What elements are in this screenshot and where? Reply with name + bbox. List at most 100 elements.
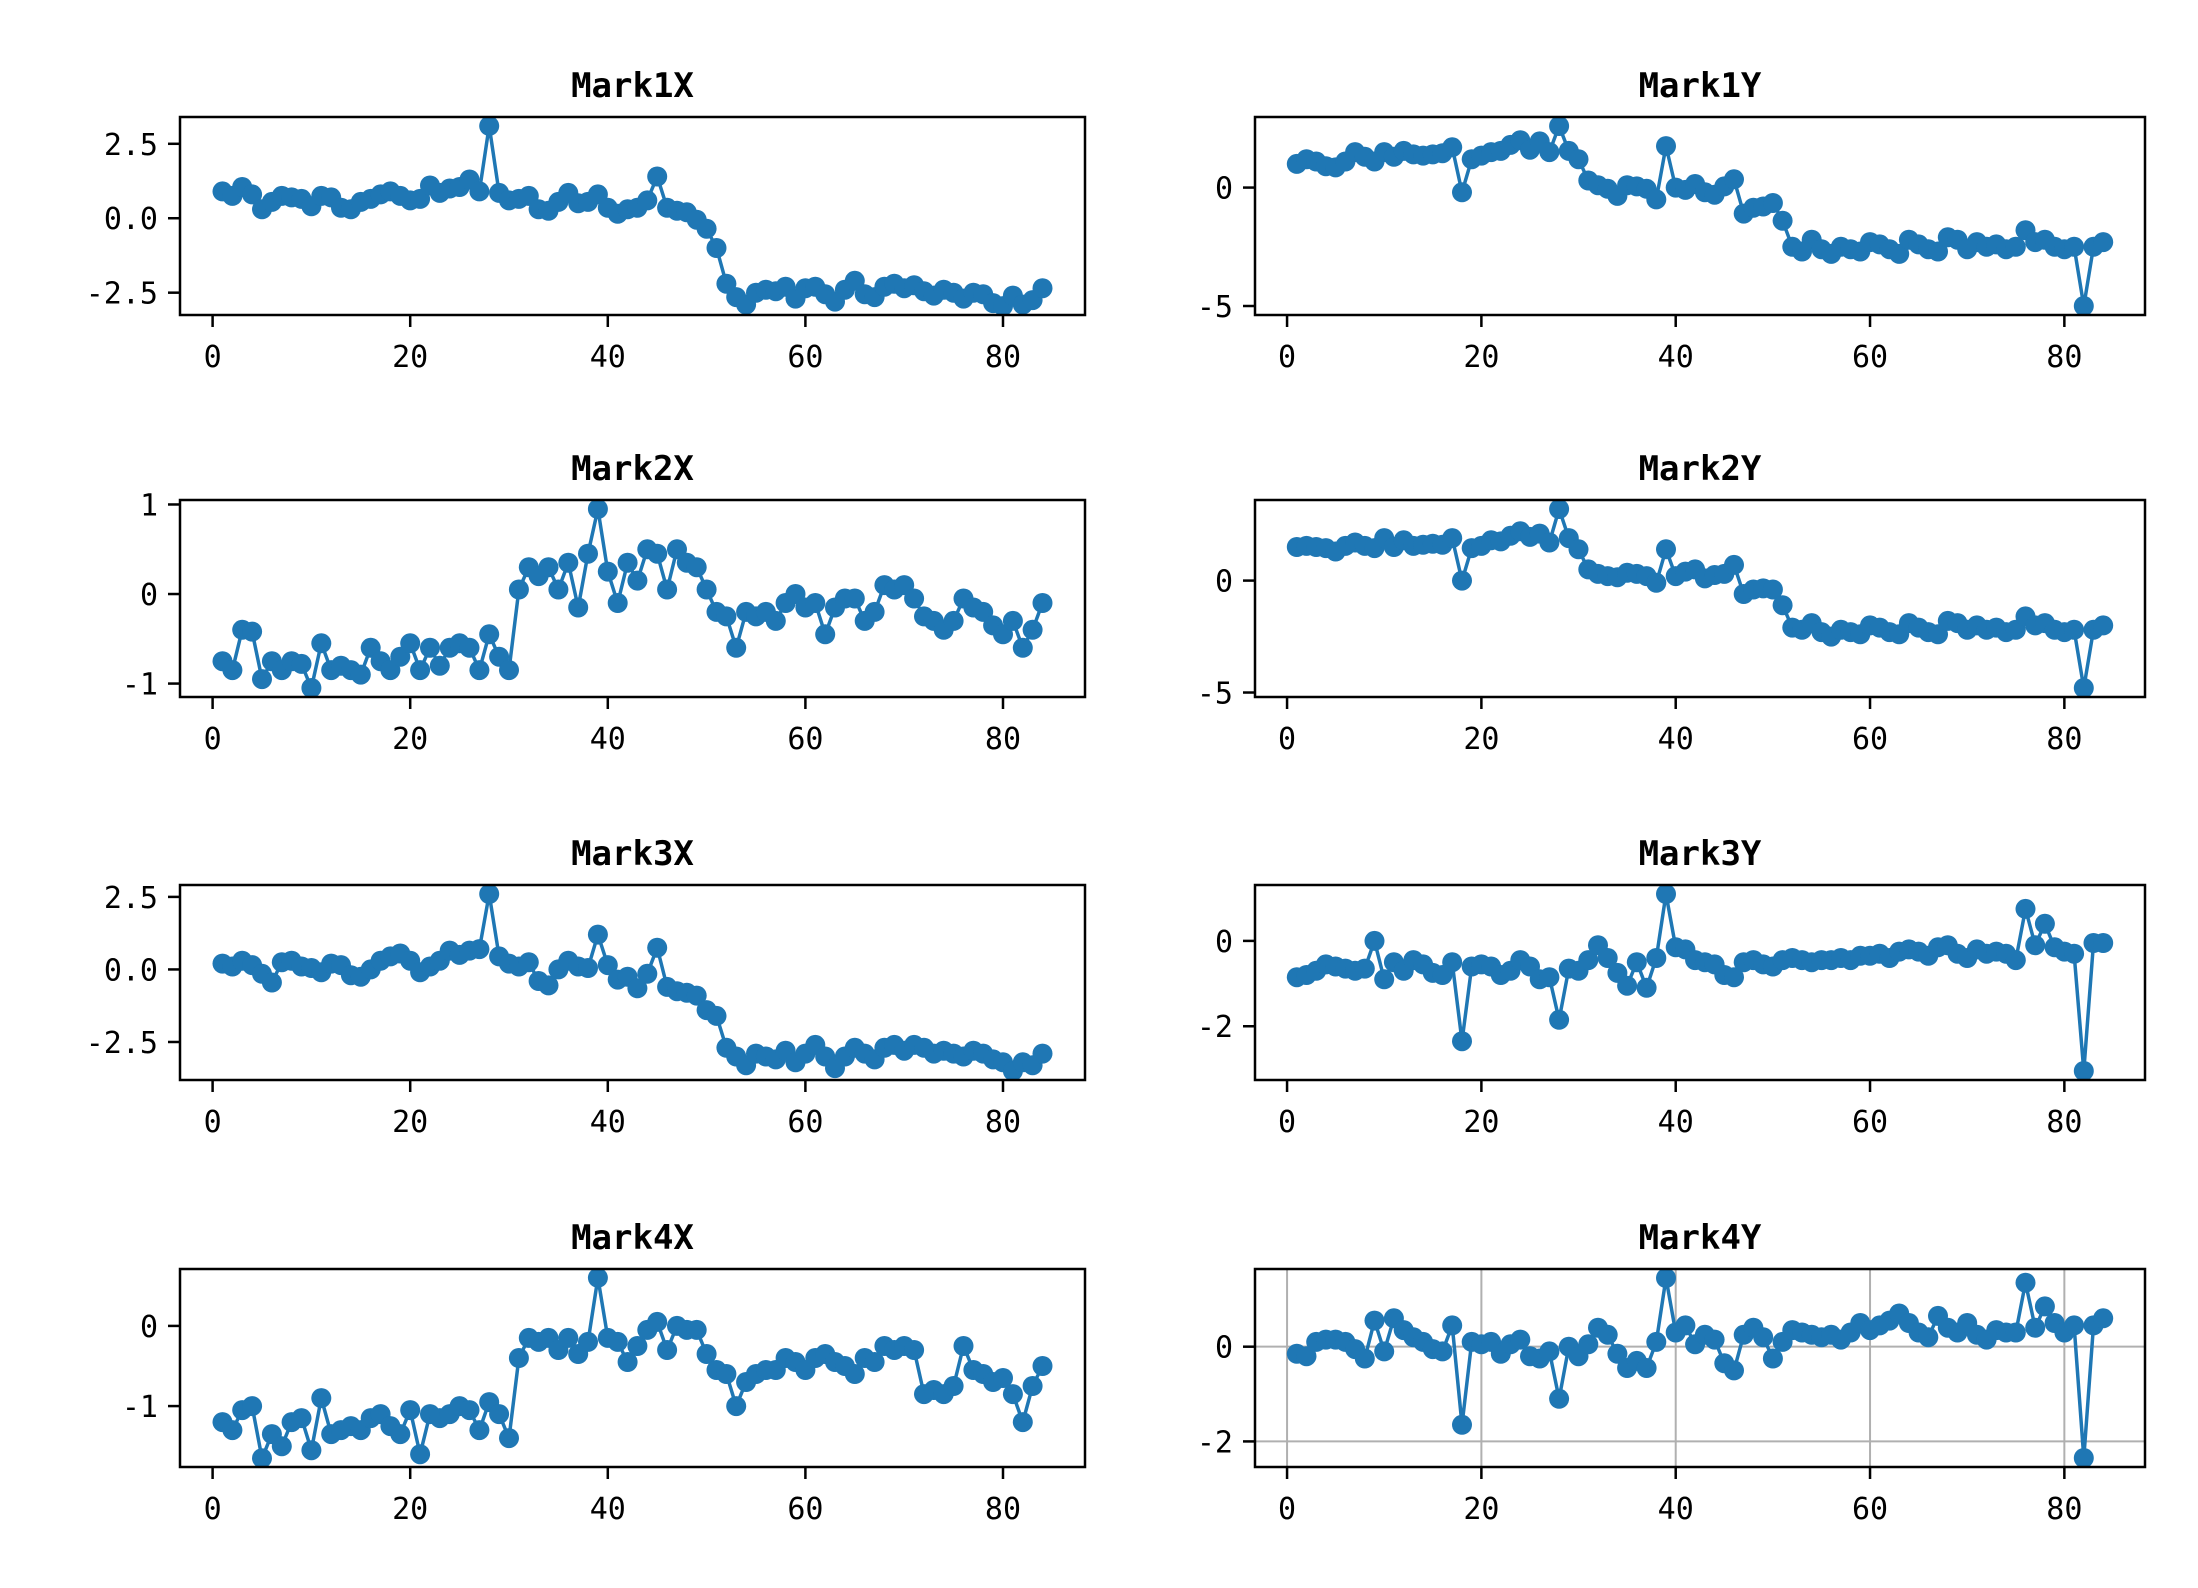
y-axis-ticks: 2.5 0.0 -2.5 bbox=[86, 128, 180, 312]
chart-title-mark4x: Mark4X bbox=[571, 1218, 694, 1258]
data-point bbox=[261, 972, 282, 993]
x-tick-label: 80 bbox=[2046, 1492, 2082, 1527]
data-point bbox=[429, 655, 450, 676]
data-point bbox=[597, 955, 618, 976]
x-tick-label: 60 bbox=[787, 340, 823, 375]
data-point bbox=[1510, 1329, 1531, 1350]
data-point bbox=[469, 939, 490, 960]
data-point bbox=[1578, 950, 1599, 971]
axes-frame bbox=[178, 883, 1087, 1082]
x-tick-label: 80 bbox=[985, 340, 1021, 375]
chart-mark2x: Mark2X 0 20 40 60 80 1 0 -1 bbox=[122, 449, 1087, 757]
y-axis-ticks: 0 -1 bbox=[122, 1310, 180, 1425]
data-point bbox=[420, 637, 440, 658]
data-point bbox=[993, 1368, 1013, 1388]
data-point bbox=[943, 610, 964, 631]
data-point bbox=[578, 958, 598, 978]
y-axis-ticks: 0 -5 bbox=[1197, 172, 1255, 325]
data-point bbox=[1012, 637, 1033, 658]
data-point bbox=[1032, 1043, 1053, 1064]
data-point bbox=[696, 1344, 717, 1364]
data-point bbox=[568, 597, 589, 618]
axes-frame bbox=[1253, 1267, 2147, 1469]
data-point bbox=[1374, 1341, 1395, 1362]
data-point bbox=[716, 1364, 737, 1384]
data-series bbox=[1286, 500, 2114, 697]
data-series bbox=[212, 500, 1053, 697]
chart-mark4y: Mark4Y 0 20 40 60 80 0 -2 bbox=[1197, 1218, 2147, 1527]
data-point bbox=[2015, 1272, 2036, 1293]
data-point bbox=[1724, 169, 1744, 190]
data-point bbox=[1656, 1269, 1676, 1288]
chart-title-mark3y: Mark3Y bbox=[1639, 834, 1762, 874]
data-point bbox=[410, 660, 431, 681]
data-point bbox=[657, 579, 678, 600]
x-tick-label: 60 bbox=[1852, 722, 1888, 757]
data-point bbox=[1022, 619, 1043, 640]
data-point bbox=[291, 653, 312, 674]
x-tick-label: 40 bbox=[1658, 1105, 1694, 1140]
data-point bbox=[1568, 149, 1589, 170]
x-tick-label: 80 bbox=[985, 722, 1021, 757]
data-point bbox=[1549, 1009, 1570, 1030]
chart-mark2y: Mark2Y 0 20 40 60 80 0 -5 bbox=[1197, 449, 2147, 757]
data-point bbox=[1032, 278, 1053, 299]
data-point bbox=[1646, 189, 1667, 210]
data-series bbox=[212, 117, 1053, 315]
data-series bbox=[1286, 117, 2114, 315]
chart-title-mark1x: Mark1X bbox=[571, 66, 694, 106]
y-tick-label: 2.5 bbox=[104, 128, 158, 163]
data-point bbox=[597, 561, 618, 582]
y-axis-ticks: 0 -2 bbox=[1197, 1331, 1255, 1460]
data-point bbox=[479, 624, 500, 645]
data-point bbox=[1724, 554, 1744, 575]
data-point bbox=[1772, 595, 1793, 616]
data-point bbox=[1772, 210, 1793, 231]
data-point bbox=[1568, 539, 1589, 560]
x-tick-label: 60 bbox=[1852, 1492, 1888, 1527]
data-point bbox=[459, 1400, 480, 1421]
data-point bbox=[696, 218, 717, 239]
x-tick-label: 40 bbox=[590, 722, 626, 757]
data-point bbox=[637, 963, 658, 984]
y-tick-label: -2 bbox=[1197, 1425, 1233, 1460]
x-tick-label: 0 bbox=[204, 722, 222, 757]
data-point bbox=[1724, 967, 1744, 988]
data-point bbox=[1432, 1341, 1453, 1362]
data-point bbox=[222, 1420, 243, 1441]
data-point bbox=[578, 543, 598, 564]
data-point bbox=[2073, 296, 2094, 315]
data-point bbox=[627, 570, 648, 591]
data-point bbox=[1012, 1412, 1033, 1433]
data-point bbox=[657, 1340, 678, 1360]
data-point bbox=[706, 1005, 727, 1026]
data-point bbox=[1549, 117, 1570, 136]
data-point bbox=[2064, 619, 2085, 640]
data-point bbox=[1724, 1360, 1744, 1381]
data-point bbox=[390, 1424, 411, 1445]
data-point bbox=[1032, 593, 1053, 613]
data-point bbox=[400, 1400, 421, 1421]
data-point bbox=[904, 1340, 925, 1360]
data-point bbox=[1646, 948, 1667, 968]
data-point bbox=[1636, 977, 1657, 998]
data-point bbox=[1918, 1327, 1939, 1348]
x-axis-ticks: 0 20 40 60 80 bbox=[204, 315, 1021, 375]
data-point bbox=[1539, 967, 1560, 988]
data-point bbox=[479, 117, 500, 136]
x-axis-ticks: 0 20 40 60 80 bbox=[1278, 697, 2082, 757]
x-tick-label: 40 bbox=[590, 1105, 626, 1140]
series-line bbox=[1296, 893, 2104, 1072]
y-tick-label: 0 bbox=[1215, 1331, 1233, 1366]
x-tick-label: 40 bbox=[590, 1492, 626, 1527]
y-tick-label: 0.0 bbox=[104, 953, 158, 988]
axes-frame bbox=[1253, 498, 2147, 699]
chart-title-mark3x: Mark3X bbox=[571, 834, 694, 874]
data-point bbox=[1928, 241, 1948, 262]
data-point bbox=[1374, 969, 1395, 990]
data-point bbox=[815, 624, 836, 645]
data-point bbox=[459, 637, 480, 658]
y-tick-label: -5 bbox=[1197, 677, 1233, 712]
y-axis-ticks: 0 -2 bbox=[1197, 925, 1255, 1045]
data-point bbox=[943, 1376, 964, 1396]
